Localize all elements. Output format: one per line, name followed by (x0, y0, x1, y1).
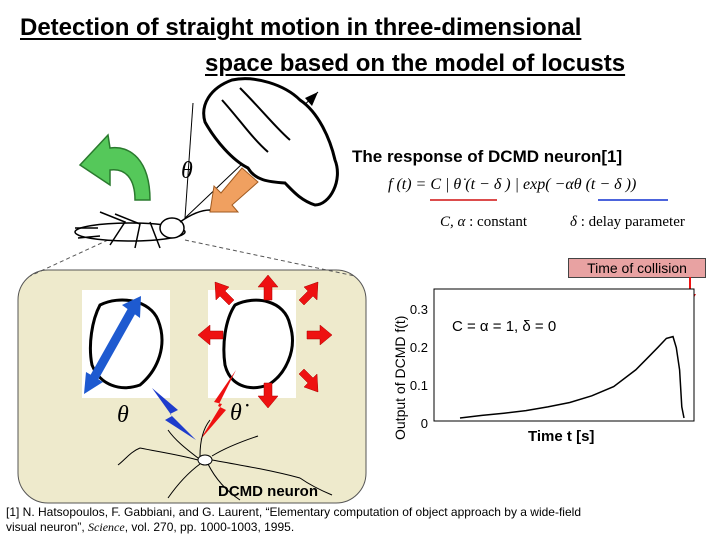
green-arrow-icon (78, 133, 151, 201)
red-bolt-icon (200, 370, 236, 440)
response-title: The response of DCMD neuron[1] (352, 147, 623, 166)
y-tick-label: 0.2 (409, 340, 428, 355)
finger-line (239, 87, 291, 141)
blue-bolt-icon (152, 388, 196, 440)
theta-dot-symbol: θ̇ (230, 400, 242, 426)
y-tick-label: 0.1 (409, 378, 428, 393)
reference: [1] N. Hatsopoulos, F. Gabbiani, and G. … (6, 505, 706, 535)
y-tick-label: 0 (420, 416, 428, 431)
x-axis-label: Time t [s] (528, 428, 595, 445)
view-line (184, 102, 194, 219)
plot-frame (433, 288, 695, 422)
red-arrows-icon (197, 274, 333, 409)
collision-annotation: Time of collision (568, 258, 706, 278)
blue-arrow-icon (86, 302, 139, 388)
reference-line1: [1] N. Hatsopoulos, F. Gabbiani, and G. … (6, 505, 581, 519)
chart-parameters: C = α = 1, δ = 0 (452, 318, 557, 335)
response-formula: f (t) = C | θ̇ (t − δ ) | exp( −αθ (t − … (388, 176, 637, 193)
projection-line (29, 239, 109, 277)
locust-icon (74, 209, 211, 249)
neuron-label: DCMD neuron (218, 483, 318, 500)
slide-title-line2: space based on the model of locusts (205, 50, 626, 77)
finger-line (221, 99, 269, 153)
theta-symbol: θ (181, 158, 193, 184)
reference-line2: visual neuron”, Science, vol. 270, pp. 1… (6, 520, 295, 534)
constant-note: C, α : constant (440, 214, 528, 230)
delay-note: δ : delay parameter (570, 214, 685, 230)
view-arrowhead (305, 92, 318, 106)
y-tick-label: 0.3 (409, 302, 428, 317)
theta-symbol: θ (117, 402, 129, 428)
series-line (459, 335, 685, 419)
orange-arrow-icon (209, 167, 259, 213)
slide-title-line1: Detection of straight motion in three-di… (20, 14, 582, 41)
hand-icon (88, 298, 164, 390)
neuron-icon (117, 419, 333, 501)
projection-line (184, 239, 356, 277)
hand-icon (202, 77, 339, 207)
